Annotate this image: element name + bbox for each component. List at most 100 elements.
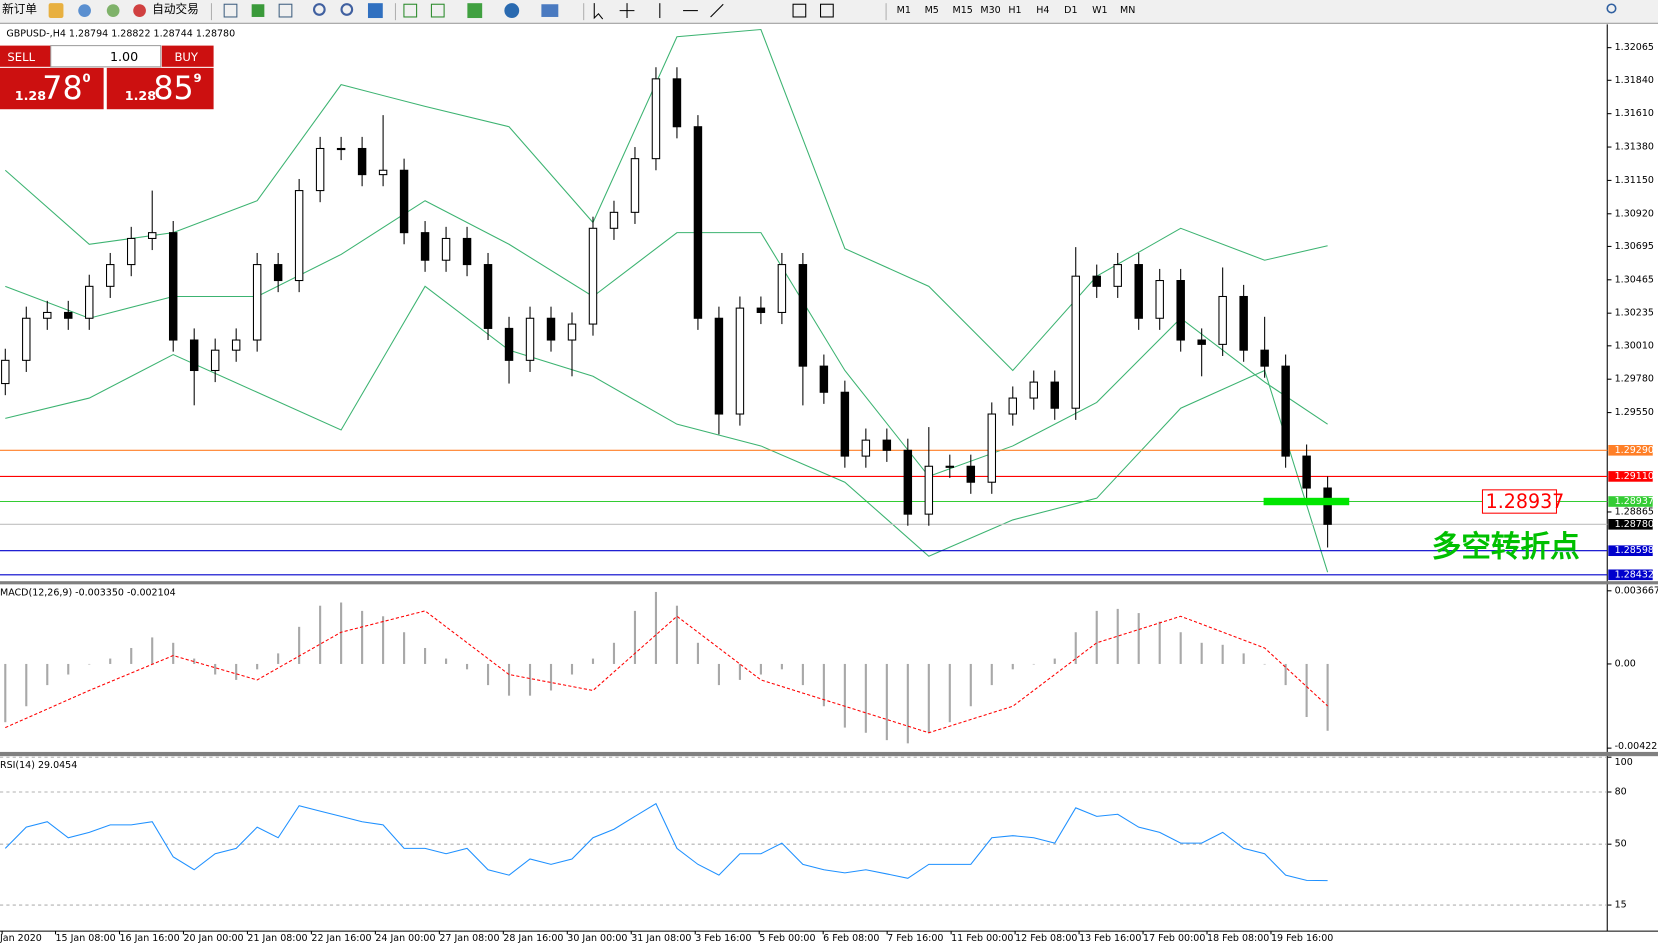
candle-body — [1050, 381, 1059, 409]
y-tick-label: 80 — [1615, 787, 1627, 798]
candle-body — [168, 232, 178, 341]
candle-body — [693, 126, 703, 319]
price-level-tag — [1608, 518, 1653, 530]
candle-body — [1134, 264, 1143, 319]
auto-trading-button[interactable]: 自动交易 — [152, 2, 198, 16]
macd-bar — [738, 663, 741, 680]
timeframe-button[interactable]: M1 — [897, 5, 911, 16]
tool-icon[interactable] — [78, 4, 91, 17]
macd-bar — [1326, 663, 1329, 731]
zoom-in[interactable] — [312, 3, 326, 16]
candle-body — [441, 237, 451, 261]
candle-body — [1197, 339, 1206, 345]
y-tick-label: 1.32065 — [1615, 42, 1654, 53]
tool-icon[interactable] — [467, 3, 483, 19]
sell-label[interactable]: SELL — [7, 50, 35, 64]
tool-icon[interactable] — [223, 3, 238, 18]
buy-label[interactable]: BUY — [174, 50, 198, 64]
macd-signal — [5, 610, 1328, 734]
cursor-tool[interactable] — [593, 3, 604, 20]
tool-icon[interactable] — [541, 4, 559, 17]
sell-price-box[interactable] — [0, 67, 104, 110]
macd-bar — [25, 663, 28, 707]
candle-body — [609, 211, 619, 229]
tool-icon[interactable] — [251, 4, 265, 17]
buy-price-box[interactable] — [106, 67, 214, 110]
candle-body — [1008, 397, 1018, 415]
lot-field[interactable] — [50, 45, 162, 68]
macd-bar — [1137, 613, 1140, 664]
timeframe-button[interactable]: M30 — [980, 5, 1000, 16]
y-tick-label: -0.00422 — [1615, 741, 1658, 752]
time-label: 18 Feb 08:00 — [1207, 933, 1269, 944]
time-label: 11 Feb 00:00 — [951, 933, 1013, 944]
macd-bar — [445, 658, 448, 664]
tool-icon[interactable] — [367, 3, 383, 19]
macd-bar — [109, 658, 112, 664]
candle-body — [861, 439, 871, 457]
price-level-label: 1.28937 — [1615, 496, 1654, 507]
tool-icon[interactable] — [403, 3, 418, 18]
macd-bar — [67, 663, 70, 675]
buy-button[interactable] — [161, 45, 214, 67]
tool-icon[interactable] — [48, 3, 64, 19]
macd-bar — [1221, 644, 1224, 664]
macd-bar — [277, 653, 280, 664]
price-level-tag — [1608, 545, 1653, 557]
y-tick-label: 1.31610 — [1615, 108, 1654, 119]
macd-bar — [990, 663, 993, 686]
time-label: 19 Feb 16:00 — [1271, 933, 1333, 944]
macd-bar — [717, 663, 720, 686]
timeframe-button[interactable]: H4 — [1036, 5, 1049, 16]
sell-price-point: 0 — [82, 71, 90, 85]
timeframe-button[interactable]: D1 — [1064, 5, 1077, 16]
candle-body — [22, 317, 31, 361]
buy-price-big: 1.28 — [125, 88, 156, 103]
macd-bar — [1179, 632, 1182, 664]
lot-value[interactable]: 1.00 — [110, 49, 138, 64]
y-tick-label: 1.31380 — [1615, 142, 1654, 153]
macd-bar — [298, 626, 301, 664]
macd-bar — [843, 663, 846, 728]
candle-body — [756, 307, 766, 313]
zoom-out[interactable] — [340, 3, 354, 16]
timeframe-button[interactable]: MN — [1120, 5, 1135, 16]
candle-body — [147, 232, 157, 239]
macd-bar — [319, 605, 322, 664]
y-tick-label: 0.00 — [1615, 658, 1636, 669]
candle-body — [294, 190, 304, 282]
new-order-button[interactable]: 新订单 — [2, 2, 37, 16]
auto-trading-icon[interactable] — [133, 4, 146, 17]
candle-body — [1029, 381, 1038, 399]
macd-bar — [235, 663, 238, 680]
tool-icon[interactable] — [504, 3, 520, 19]
time-label: 27 Jan 08:00 — [439, 933, 499, 944]
tool-icon[interactable] — [106, 4, 120, 17]
trendline-tool[interactable] — [710, 3, 724, 18]
sell-button[interactable] — [0, 45, 51, 67]
candle-body — [1260, 349, 1269, 367]
macd-bar — [403, 632, 406, 664]
candle-body — [483, 264, 493, 329]
price-level-tag — [1608, 496, 1653, 507]
macd-bar — [885, 663, 888, 741]
timeframe-button[interactable]: H1 — [1008, 5, 1021, 16]
rsi-line — [4, 802, 1328, 882]
timeframe-button[interactable]: M5 — [925, 5, 939, 16]
tool-icon[interactable] — [430, 3, 445, 18]
macd-bar — [822, 663, 825, 707]
macd-bar — [1200, 642, 1203, 664]
macd-bar — [507, 663, 511, 696]
timeframe-button[interactable]: W1 — [1092, 5, 1107, 16]
time-label: 28 Jan 16:00 — [503, 933, 563, 944]
candle-body — [840, 391, 850, 457]
search-icon[interactable] — [1606, 3, 1617, 14]
crosshair-tool[interactable] — [619, 3, 635, 19]
text-tool[interactable] — [792, 3, 807, 18]
candle-body — [735, 307, 745, 415]
y-tick-label: 1.30920 — [1615, 208, 1654, 219]
timeframe-button[interactable]: M15 — [953, 5, 973, 16]
tool-icon[interactable] — [278, 3, 293, 18]
label-tool[interactable] — [820, 3, 834, 18]
